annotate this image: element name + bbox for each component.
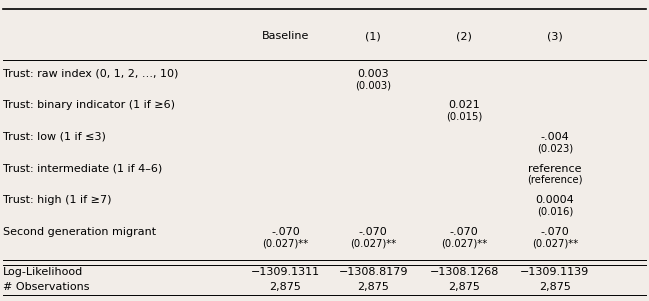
Text: reference: reference	[528, 163, 582, 174]
Text: 2,875: 2,875	[357, 281, 389, 292]
Text: Trust: low (1 if ≤3): Trust: low (1 if ≤3)	[3, 132, 106, 142]
Text: -.070: -.070	[541, 227, 569, 237]
Text: (0.015): (0.015)	[446, 112, 482, 122]
Text: -.004: -.004	[541, 132, 569, 142]
Text: (0.023): (0.023)	[537, 143, 573, 154]
Text: −1309.1139: −1309.1139	[520, 266, 589, 277]
Text: −1308.8179: −1308.8179	[338, 266, 408, 277]
Text: (0.027)**: (0.027)**	[532, 238, 578, 248]
Text: (2): (2)	[456, 31, 472, 41]
Text: 0.0004: 0.0004	[535, 195, 574, 205]
Text: Trust: raw index (0, 1, 2, …, 10): Trust: raw index (0, 1, 2, …, 10)	[3, 69, 178, 79]
Text: 2,875: 2,875	[539, 281, 571, 292]
Text: −1309.1311: −1309.1311	[251, 266, 320, 277]
Text: Trust: high (1 if ≥7): Trust: high (1 if ≥7)	[3, 195, 112, 205]
Text: (reference): (reference)	[527, 175, 583, 185]
Text: 2,875: 2,875	[448, 281, 480, 292]
Text: (0.003): (0.003)	[355, 80, 391, 90]
Text: -.070: -.070	[359, 227, 387, 237]
Text: (0.027)**: (0.027)**	[262, 238, 309, 248]
Text: −1308.1268: −1308.1268	[430, 266, 498, 277]
Text: # Observations: # Observations	[3, 281, 90, 292]
Text: -.070: -.070	[271, 227, 300, 237]
Text: -.070: -.070	[450, 227, 478, 237]
Text: (1): (1)	[365, 31, 381, 41]
Text: 0.021: 0.021	[448, 100, 480, 110]
Text: 2,875: 2,875	[269, 281, 302, 292]
Text: Trust: intermediate (1 if 4–6): Trust: intermediate (1 if 4–6)	[3, 163, 162, 174]
Text: (3): (3)	[547, 31, 563, 41]
Text: (0.027)**: (0.027)**	[441, 238, 487, 248]
Text: Log-Likelihood: Log-Likelihood	[3, 266, 84, 277]
Text: (0.016): (0.016)	[537, 206, 573, 217]
Text: Second generation migrant: Second generation migrant	[3, 227, 156, 237]
Text: Trust: binary indicator (1 if ≥6): Trust: binary indicator (1 if ≥6)	[3, 100, 175, 110]
Text: (0.027)**: (0.027)**	[350, 238, 397, 248]
Text: 0.003: 0.003	[358, 69, 389, 79]
Text: Baseline: Baseline	[262, 31, 309, 41]
